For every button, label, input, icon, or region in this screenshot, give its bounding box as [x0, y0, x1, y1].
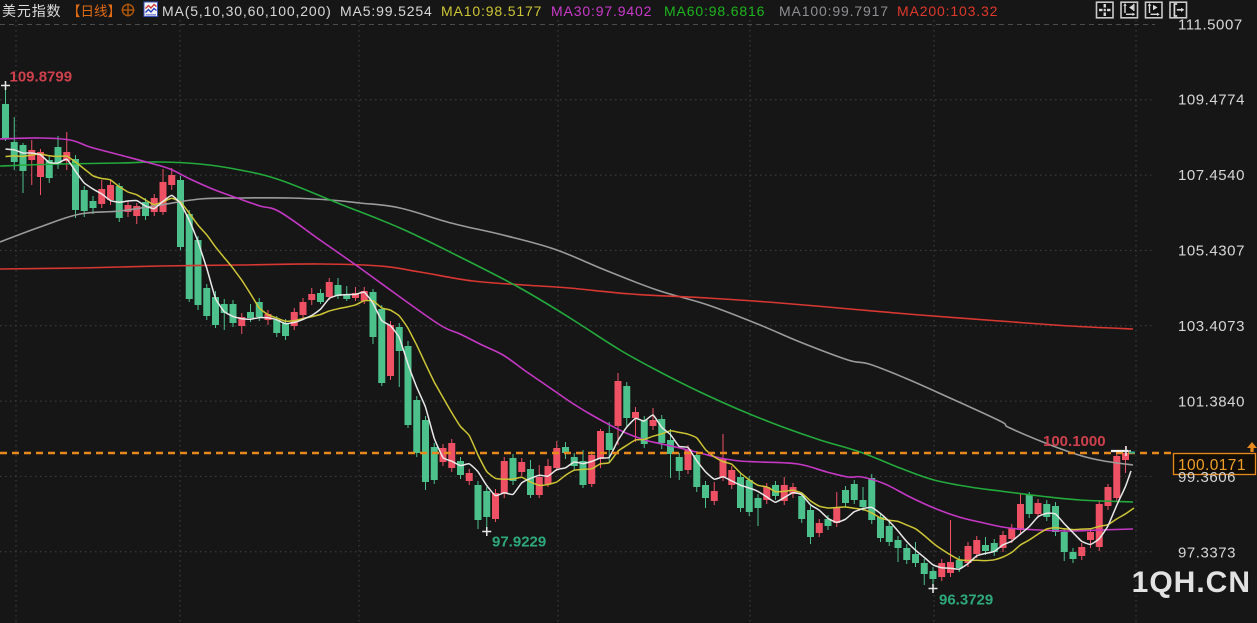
svg-text:97.9229: 97.9229: [492, 534, 546, 551]
svg-text:【日线】: 【日线】: [67, 4, 121, 19]
svg-text:MA200:103.32: MA200:103.32: [897, 3, 998, 19]
svg-text:MA(5,10,30,60,100,200): MA(5,10,30,60,100,200): [162, 3, 332, 19]
svg-text:109.8799: 109.8799: [10, 69, 73, 86]
svg-text:100.0171: 100.0171: [1178, 457, 1246, 474]
svg-text:97.3373: 97.3373: [1178, 544, 1236, 561]
svg-text:MA60:98.6816: MA60:98.6816: [664, 3, 765, 19]
svg-text:101.3840: 101.3840: [1178, 393, 1245, 410]
svg-text:美元指数: 美元指数: [2, 3, 61, 19]
svg-text:99.3606: 99.3606: [1178, 469, 1236, 486]
svg-text:103.4073: 103.4073: [1178, 318, 1245, 335]
svg-text:109.4774: 109.4774: [1178, 92, 1245, 109]
svg-text:MA10:98.5177: MA10:98.5177: [441, 3, 542, 19]
svg-text:MA5:99.5254: MA5:99.5254: [340, 3, 433, 19]
svg-text:96.3729: 96.3729: [939, 592, 993, 609]
svg-text:111.5007: 111.5007: [1178, 16, 1243, 33]
svg-text:105.4307: 105.4307: [1178, 243, 1245, 260]
svg-text:MA100:99.7917: MA100:99.7917: [779, 3, 889, 19]
svg-text:MA30:97.9402: MA30:97.9402: [551, 3, 652, 19]
svg-text:1QH.CN: 1QH.CN: [1132, 566, 1251, 599]
svg-text:107.4540: 107.4540: [1178, 167, 1245, 184]
svg-text:100.1000: 100.1000: [1043, 433, 1106, 450]
